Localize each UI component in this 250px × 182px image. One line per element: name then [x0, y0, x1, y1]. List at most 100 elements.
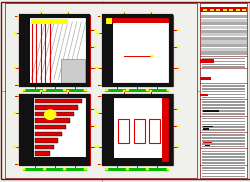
Circle shape [94, 125, 96, 127]
Bar [104, 96, 170, 164]
Circle shape [96, 145, 99, 148]
Bar [201, 153, 244, 155]
Bar [201, 146, 244, 147]
Bar [201, 129, 244, 131]
Bar [35, 118, 70, 123]
Bar [201, 118, 244, 119]
Circle shape [148, 90, 152, 92]
Bar [200, 51, 246, 55]
Circle shape [43, 89, 46, 91]
Bar [21, 16, 87, 85]
Bar [104, 16, 170, 85]
Bar [202, 110, 218, 112]
Bar [22, 89, 86, 92]
Bar [235, 9, 239, 11]
Bar [201, 176, 244, 177]
Bar [4, 3, 196, 178]
Bar [105, 89, 169, 92]
Circle shape [17, 84, 20, 86]
Circle shape [94, 29, 96, 31]
Circle shape [176, 66, 179, 69]
Circle shape [13, 145, 17, 148]
Bar [201, 140, 244, 142]
Bar [105, 18, 111, 24]
Circle shape [100, 84, 103, 86]
Circle shape [66, 90, 69, 92]
Bar [201, 91, 244, 92]
Circle shape [96, 66, 99, 69]
Bar [118, 119, 129, 143]
Circle shape [43, 168, 46, 171]
Bar [201, 101, 244, 103]
Circle shape [176, 146, 179, 148]
Bar [105, 168, 169, 171]
Circle shape [100, 163, 103, 165]
Circle shape [62, 89, 66, 91]
Bar [201, 64, 244, 65]
Bar [35, 105, 78, 110]
Bar [201, 85, 244, 87]
Bar [21, 16, 87, 85]
Bar [201, 170, 244, 171]
Bar [133, 119, 144, 143]
Circle shape [13, 32, 17, 35]
Circle shape [13, 111, 17, 114]
Circle shape [176, 125, 179, 127]
Bar [19, 15, 90, 86]
Circle shape [94, 46, 96, 48]
Bar [105, 97, 114, 162]
Bar [201, 97, 244, 98]
Bar [201, 104, 244, 106]
Bar [19, 94, 90, 165]
Bar [201, 126, 244, 128]
Bar [35, 151, 50, 156]
Bar [201, 151, 244, 152]
Bar [201, 156, 244, 158]
Bar [22, 157, 86, 163]
Bar [22, 18, 30, 83]
Bar [200, 33, 246, 36]
Bar [21, 96, 87, 164]
Bar [35, 112, 74, 116]
Bar [201, 134, 244, 136]
Bar [199, 7, 246, 12]
Bar [199, 3, 246, 178]
Bar [201, 110, 244, 112]
Circle shape [100, 94, 103, 97]
Bar [201, 88, 244, 90]
Circle shape [96, 111, 99, 114]
Bar [22, 168, 86, 171]
Bar [161, 97, 168, 162]
Bar [202, 128, 208, 130]
Circle shape [145, 89, 148, 91]
Bar [102, 94, 172, 165]
Bar [104, 16, 170, 85]
Circle shape [17, 94, 20, 97]
Bar [148, 119, 160, 143]
Bar [222, 9, 226, 11]
Bar [201, 124, 244, 125]
Circle shape [83, 168, 87, 171]
Circle shape [62, 168, 66, 171]
Bar [201, 61, 244, 62]
Circle shape [94, 146, 96, 148]
Circle shape [96, 32, 99, 35]
Bar [201, 113, 244, 115]
Bar [200, 37, 246, 40]
Bar [201, 121, 244, 122]
Bar [202, 9, 206, 11]
Bar [201, 167, 244, 169]
Bar [35, 138, 58, 143]
Circle shape [22, 89, 26, 91]
Bar [200, 22, 246, 25]
Circle shape [104, 89, 108, 91]
Circle shape [150, 55, 153, 57]
Bar [200, 29, 246, 33]
Circle shape [122, 90, 125, 92]
Bar [201, 162, 244, 164]
Circle shape [17, 15, 20, 17]
Circle shape [83, 89, 87, 91]
Bar [209, 9, 213, 11]
Circle shape [166, 89, 169, 91]
Circle shape [145, 168, 148, 171]
